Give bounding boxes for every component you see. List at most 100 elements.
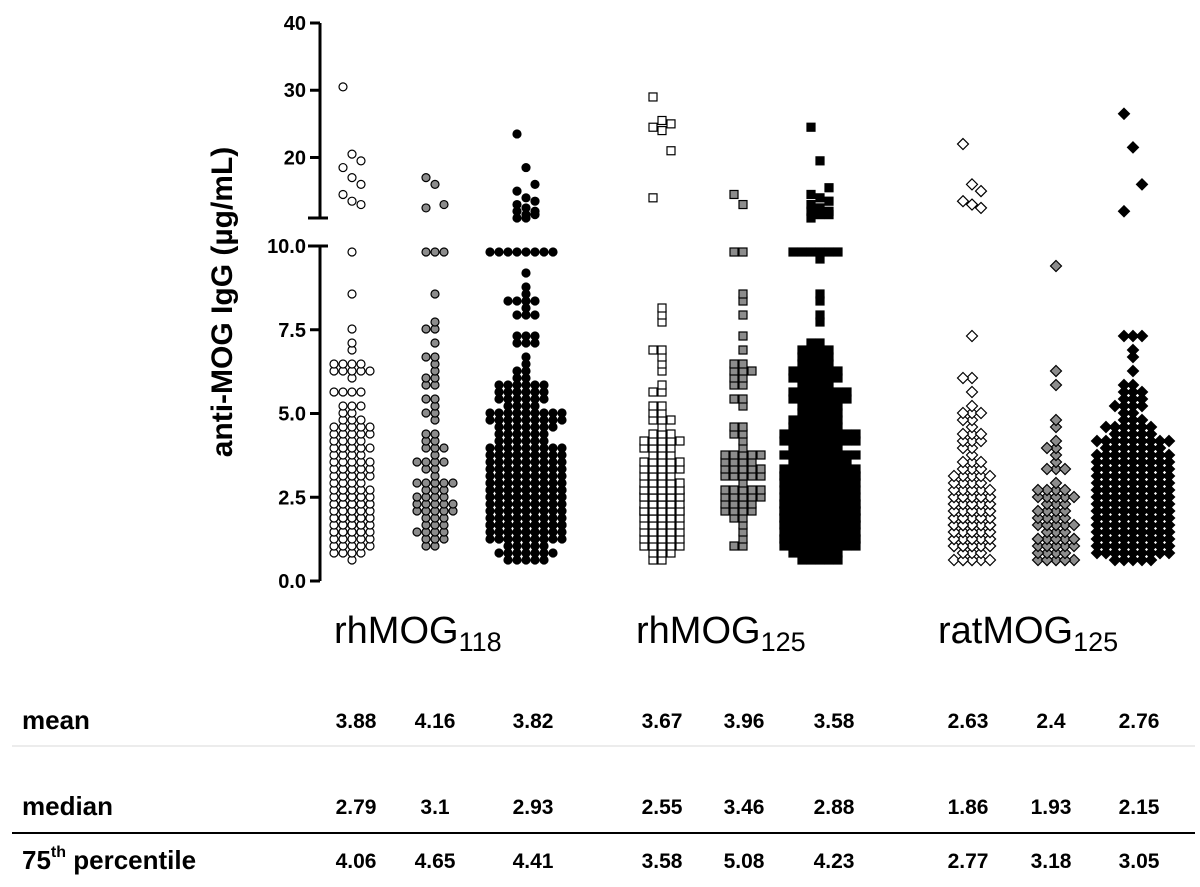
data-point: [974, 525, 988, 539]
data-point: [833, 387, 843, 397]
data-point: [521, 282, 531, 292]
data-point: [1135, 504, 1149, 518]
data-point: [657, 401, 667, 411]
data-point: [1067, 553, 1081, 567]
data-point: [485, 247, 495, 257]
data-point: [756, 450, 766, 460]
data-point: [1135, 546, 1149, 560]
data-point: [430, 429, 440, 439]
data-point: [983, 483, 997, 497]
data-point: [530, 380, 540, 390]
data-point: [512, 331, 522, 341]
data-point: [729, 450, 739, 460]
data-point: [1040, 546, 1054, 560]
data-point: [521, 193, 531, 203]
data-point: [965, 413, 979, 427]
data-point: [1031, 532, 1045, 546]
data-point: [983, 525, 997, 539]
data-point: [1031, 483, 1045, 497]
data-point: [1099, 539, 1113, 553]
data-point: [521, 162, 531, 173]
data-point: [1135, 385, 1149, 399]
data-point: [1049, 448, 1063, 462]
data-point: [974, 455, 988, 469]
data-point: [675, 478, 685, 488]
data-point: [1099, 511, 1113, 525]
data-point: [648, 401, 658, 411]
data-point: [1126, 427, 1140, 441]
stats-cell: 3.82: [513, 710, 554, 733]
data-point: [548, 408, 558, 418]
data-point: [956, 553, 970, 567]
data-point: [1117, 532, 1131, 546]
data-point: [1108, 455, 1122, 469]
data-point: [1117, 204, 1131, 218]
data-point: [983, 504, 997, 518]
data-point: [729, 394, 739, 404]
data-point: [1117, 553, 1131, 567]
data-point: [788, 415, 798, 425]
data-point: [815, 310, 825, 320]
data-point: [1126, 392, 1140, 406]
data-point: [1126, 553, 1140, 567]
data-point: [666, 146, 676, 156]
data-point: [1117, 504, 1131, 518]
data-point: [1144, 441, 1158, 455]
series-8: [1090, 107, 1176, 567]
data-point: [947, 497, 961, 511]
stats-cell: 2.63: [948, 710, 989, 733]
data-point: [521, 247, 531, 257]
data-point: [974, 553, 988, 567]
data-point: [1049, 434, 1063, 448]
data-point: [338, 82, 348, 92]
data-point: [1090, 448, 1104, 462]
data-point: [347, 196, 357, 206]
data-point: [815, 193, 825, 203]
data-point: [1144, 483, 1158, 497]
data-point: [797, 247, 807, 257]
data-point: [338, 401, 348, 411]
data-point: [1117, 385, 1131, 399]
data-point: [983, 511, 997, 525]
y-tick-label: 7.5: [278, 320, 306, 342]
data-point: [356, 179, 366, 189]
data-point: [347, 359, 357, 369]
data-point: [974, 427, 988, 441]
data-point: [1117, 483, 1131, 497]
data-point: [747, 366, 757, 376]
data-point: [965, 385, 979, 399]
data-point: [512, 247, 522, 257]
stats-cell: 3.67: [642, 710, 683, 733]
data-point: [1108, 539, 1122, 553]
stats-cell: 3.05: [1119, 850, 1160, 873]
data-point: [1058, 490, 1072, 504]
data-point: [1162, 483, 1176, 497]
stats-row-label: 75th percentile: [22, 844, 196, 875]
data-point: [347, 247, 357, 257]
data-point: [657, 303, 667, 313]
data-point: [1135, 434, 1149, 448]
data-point: [797, 345, 807, 355]
data-point: [1153, 455, 1167, 469]
data-point: [956, 504, 970, 518]
data-point: [965, 399, 979, 413]
data-point: [956, 427, 970, 441]
data-point: [1108, 553, 1122, 567]
data-point: [983, 497, 997, 511]
stats-cell: 3.88: [336, 710, 377, 733]
data-point: [548, 548, 558, 558]
stats-cell: 3.46: [724, 796, 765, 819]
stats-cell: 3.58: [814, 710, 855, 733]
data-point: [1144, 511, 1158, 525]
data-point: [1126, 497, 1140, 511]
data-point: [965, 329, 979, 343]
data-point: [956, 490, 970, 504]
data-point: [1126, 350, 1140, 364]
series-3: [639, 92, 685, 565]
data-point: [1126, 329, 1140, 343]
data-point: [1117, 399, 1131, 413]
data-point: [1049, 497, 1063, 511]
data-point: [738, 247, 748, 257]
data-point: [1049, 511, 1063, 525]
data-point: [1049, 462, 1063, 476]
